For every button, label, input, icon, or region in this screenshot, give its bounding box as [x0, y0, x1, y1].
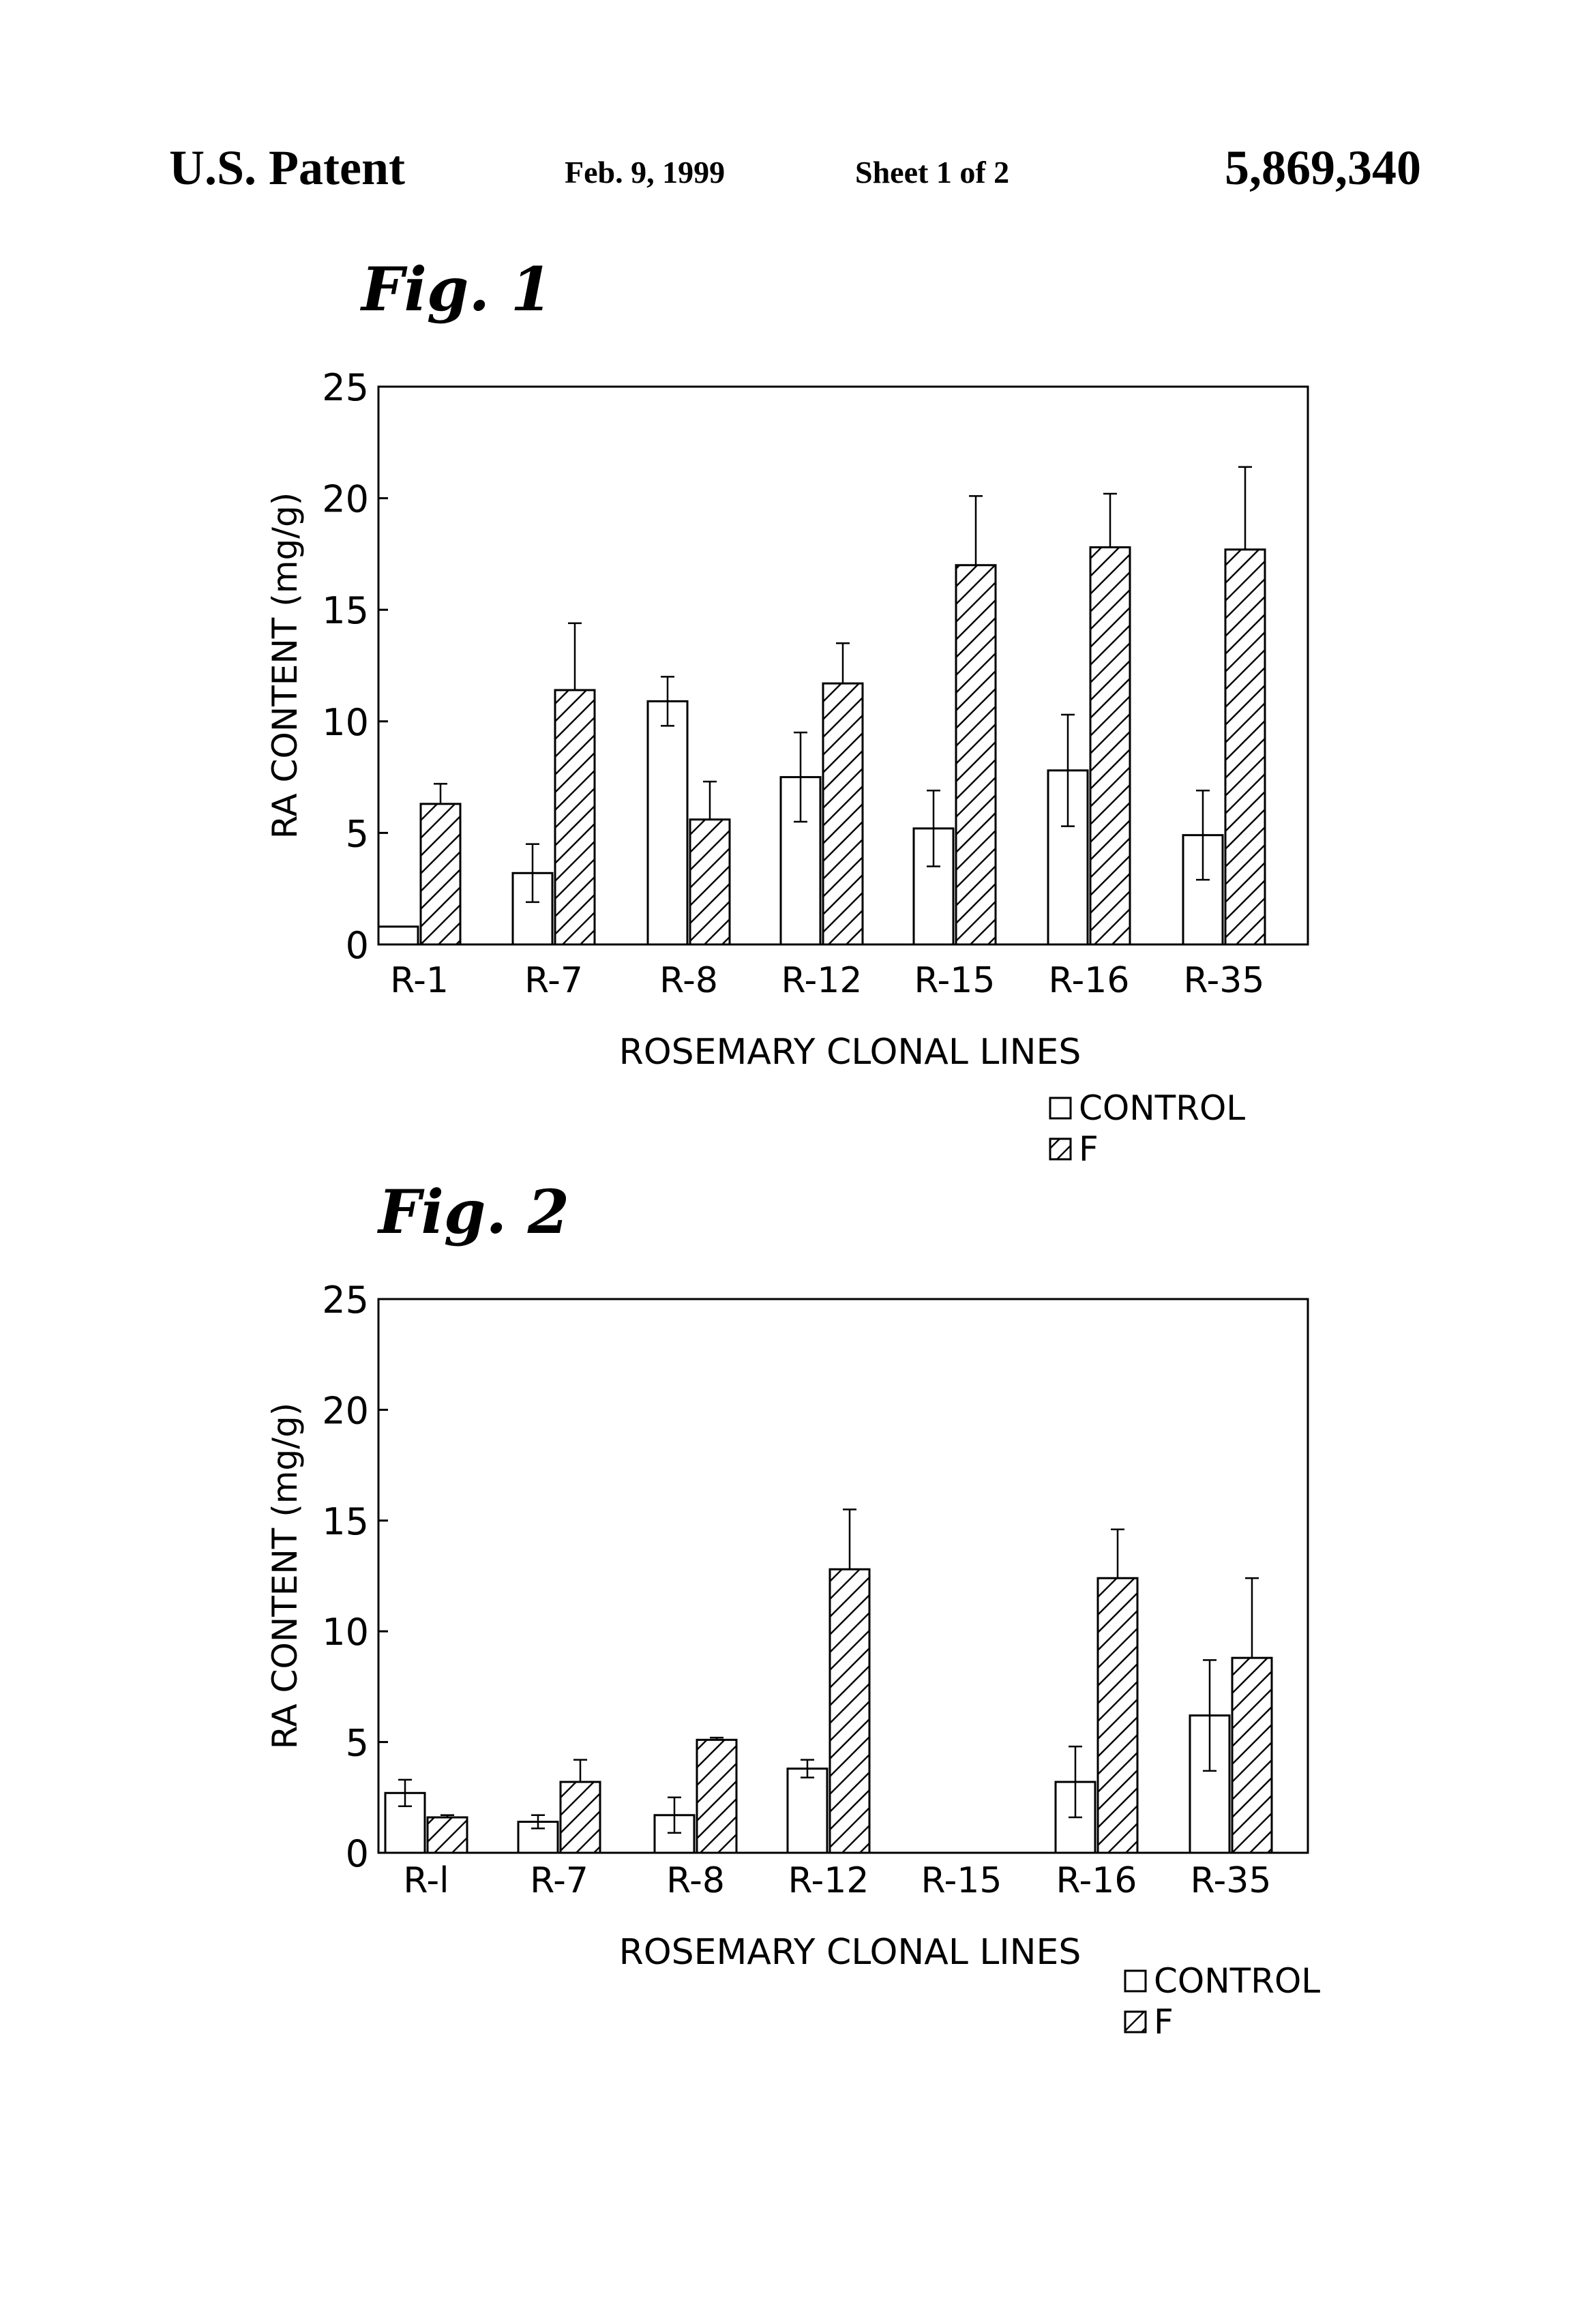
legend-swatch-f: [1049, 1137, 1072, 1161]
x-axis-label: ROSEMARY CLONAL LINES: [619, 1932, 1081, 1973]
y-tick-label: 0: [346, 924, 369, 967]
bar-f-r-16: [1096, 1577, 1139, 1854]
chart-fig-1: Fig. 1 0 5 10 15 20 25 RA CONTENT (mg/g) R-1 R-7 R…: [265, 254, 1309, 1169]
y-tick-label: 5: [346, 1722, 369, 1765]
legend-label-control: CONTROL: [1079, 1088, 1245, 1128]
bar-control-r-12: [786, 1768, 829, 1854]
bar-f-r-7: [559, 1781, 601, 1854]
y-tick-label: 20: [322, 478, 369, 521]
bar-f-r-l: [426, 1816, 468, 1854]
patent-header-number: 5,869,340: [1225, 140, 1421, 195]
x-tick-label: R-12: [788, 1860, 869, 1901]
y-tick-label: 15: [322, 589, 369, 632]
bar-control-r-8: [646, 700, 689, 946]
legend-swatch-control: [1049, 1097, 1072, 1120]
y-tick-label: 5: [346, 812, 369, 855]
x-tick-label: R-8: [666, 1860, 725, 1901]
bar-f-r-12: [829, 1568, 871, 1854]
y-tick-label: 0: [346, 1832, 369, 1875]
y-tick-label: 20: [322, 1389, 369, 1432]
bar-f-r-12: [822, 682, 864, 946]
y-tick-label: 15: [322, 1500, 369, 1543]
y-tick-label: 25: [322, 1279, 369, 1322]
x-tick-label: R-16: [1056, 1860, 1137, 1901]
x-tick-label: R-35: [1184, 960, 1265, 1001]
y-tick-label: 10: [322, 1611, 369, 1654]
legend-label-f: F: [1079, 1129, 1099, 1169]
y-tick-label: 25: [322, 366, 369, 409]
bar-f-r-16: [1089, 546, 1131, 946]
x-tick-label: R-l: [403, 1860, 449, 1901]
bar-f-r-35: [1224, 548, 1266, 946]
bar-control-r-1: [377, 925, 419, 946]
bar-f-r-7: [554, 689, 596, 946]
bar-f-r-15: [955, 564, 997, 946]
y-axis-label: RA CONTENT (mg/g): [265, 1403, 305, 1750]
x-tick-label: R-15: [914, 960, 996, 1001]
legend-label-control: CONTROL: [1154, 1961, 1320, 2001]
chart-fig-2: Fig. 2 0 5 10 15 20 25 RA CONTENT (mg/g) R-l R-7 R…: [265, 1176, 1320, 2042]
x-axis-label: ROSEMARY CLONAL LINES: [619, 1032, 1081, 1073]
x-tick-label: R-15: [921, 1860, 1002, 1901]
bar-f-r-1: [419, 803, 462, 946]
x-tick-label: R-35: [1191, 1860, 1272, 1901]
x-tick-label: R-7: [530, 1860, 588, 1901]
patent-header-sheet: Sheet 1 of 2: [855, 155, 1010, 190]
bar-f-r-35: [1231, 1656, 1273, 1854]
legend-label-f: F: [1154, 2002, 1174, 2042]
legend-swatch-control: [1124, 1969, 1147, 1993]
x-tick-label: R-12: [781, 960, 863, 1001]
x-tick-label: R-7: [524, 960, 583, 1001]
bar-f-r-8: [696, 1738, 738, 1854]
patent-header-date: Feb. 9, 1999: [565, 155, 726, 190]
y-axis-label: RA CONTENT (mg/g): [265, 492, 305, 839]
figure-label: Fig. 2: [376, 1176, 569, 1247]
figure-label: Fig. 1: [359, 254, 552, 325]
y-tick-label: 10: [322, 701, 369, 744]
patent-header-title: U.S. Patent: [169, 140, 405, 195]
x-tick-label: R-1: [390, 960, 449, 1001]
x-tick-label: R-16: [1049, 960, 1130, 1001]
bar-f-r-8: [689, 818, 731, 946]
legend-swatch-f: [1124, 2010, 1147, 2034]
x-tick-label: R-8: [659, 960, 718, 1001]
